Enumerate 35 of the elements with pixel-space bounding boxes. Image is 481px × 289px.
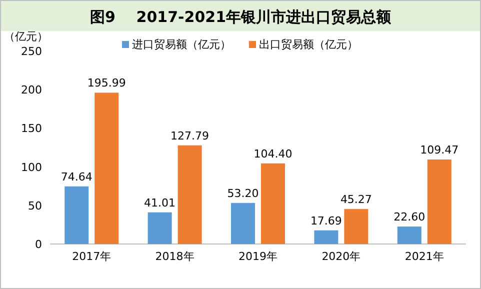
y-tick-label: 50 xyxy=(28,199,42,212)
bar xyxy=(64,186,89,244)
data-label: 127.79 xyxy=(170,129,210,142)
x-tick-label: 2017年 xyxy=(72,250,112,263)
bar xyxy=(231,202,255,244)
y-tick-label: 250 xyxy=(21,45,42,58)
y-tick-label: 100 xyxy=(21,160,42,174)
chart-title: 图9 2017-2021年银川市进出口贸易总额 xyxy=(90,8,392,26)
bar xyxy=(178,145,202,244)
x-tick-label: 2020年 xyxy=(322,250,361,263)
data-label: 41.01 xyxy=(144,196,176,210)
bar xyxy=(427,159,452,244)
y-tick-label: 0 xyxy=(35,238,42,251)
bar xyxy=(261,163,285,244)
y-tick-label: 200 xyxy=(21,84,42,97)
data-label: 22.60 xyxy=(394,210,426,224)
data-label: 195.99 xyxy=(87,76,126,90)
data-label: 74.64 xyxy=(60,170,92,184)
x-tick-label: 2021年 xyxy=(404,250,444,263)
data-label: 104.40 xyxy=(254,147,292,160)
legend-label: 进口贸易额（亿元） xyxy=(132,38,231,51)
y-tick-label: 150 xyxy=(21,122,42,136)
bar xyxy=(314,230,338,244)
bar xyxy=(397,226,422,244)
x-tick-label: 2018年 xyxy=(155,250,194,263)
bar xyxy=(148,212,172,244)
bar xyxy=(94,92,119,244)
legend-label: 出口贸易额（亿元） xyxy=(259,38,358,51)
x-tick-label: 2019年 xyxy=(238,250,278,263)
data-label: 109.47 xyxy=(420,143,459,156)
y-axis-title: （亿元） xyxy=(4,30,48,43)
data-label: 53.20 xyxy=(227,186,259,200)
data-label: 45.27 xyxy=(340,193,372,206)
data-label: 17.69 xyxy=(310,214,342,228)
bar xyxy=(344,209,368,244)
